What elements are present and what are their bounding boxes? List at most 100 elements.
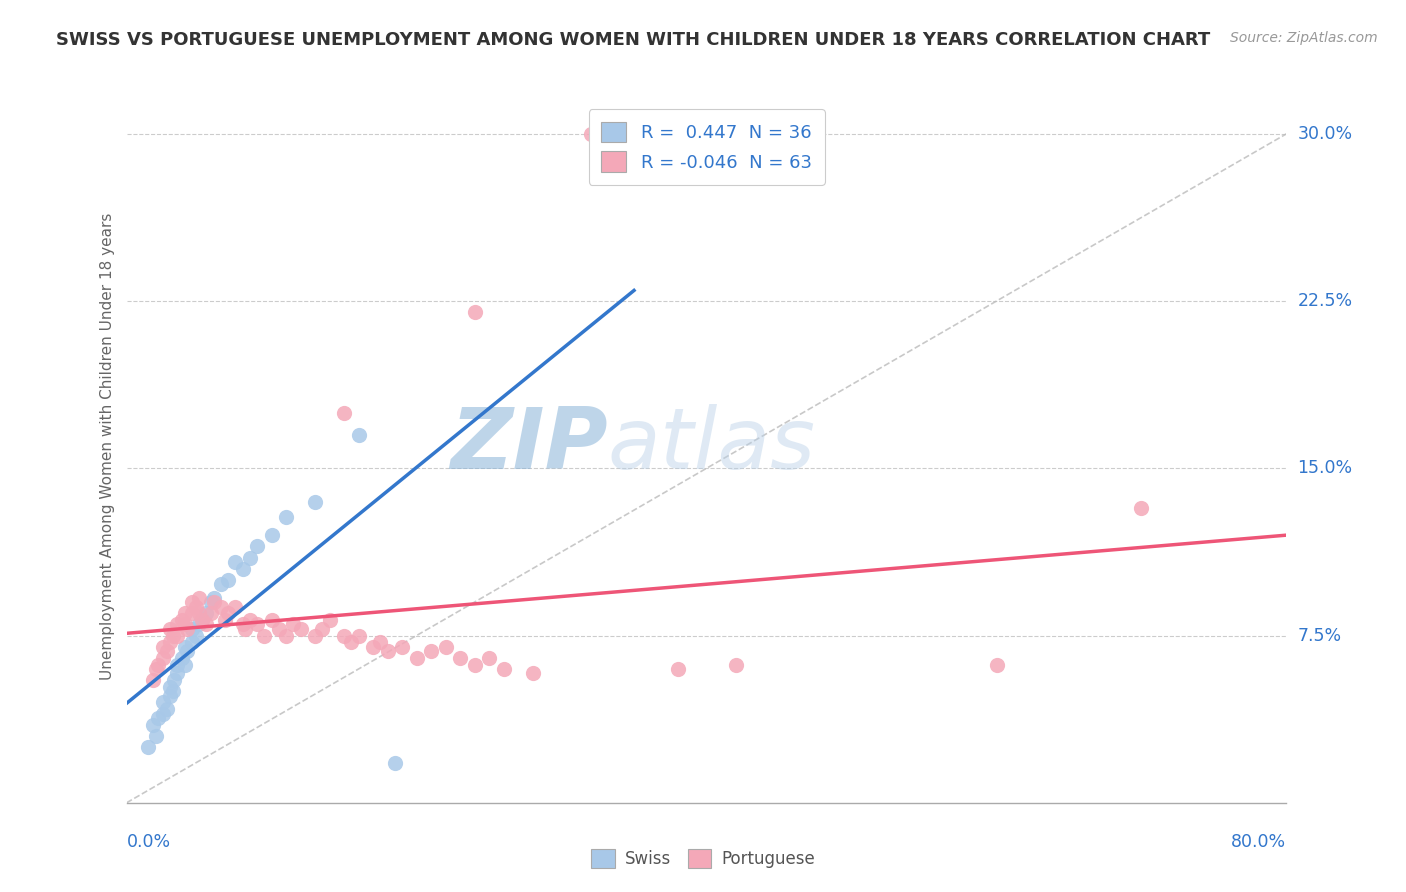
Point: [235, 622, 257, 636]
Point: [152, 640, 174, 654]
Point: [347, 427, 370, 442]
Point: [304, 494, 326, 508]
Point: [217, 573, 239, 587]
Point: [186, 599, 208, 614]
Point: [152, 651, 174, 665]
Point: [214, 613, 236, 627]
Point: [142, 673, 165, 687]
Legend: Swiss, Portuguese: Swiss, Portuguese: [585, 842, 821, 875]
Point: [159, 689, 181, 703]
Point: [405, 651, 427, 665]
Point: [166, 617, 188, 632]
Point: [522, 666, 544, 681]
Point: [173, 640, 195, 654]
Point: [724, 657, 747, 672]
Point: [283, 617, 305, 632]
Point: [347, 628, 370, 642]
Point: [202, 591, 225, 605]
Point: [170, 651, 193, 665]
Point: [142, 717, 165, 731]
Point: [180, 622, 202, 636]
Point: [384, 756, 406, 770]
Point: [159, 622, 181, 636]
Point: [377, 644, 399, 658]
Point: [191, 613, 214, 627]
Y-axis label: Unemployment Among Women with Children Under 18 years: Unemployment Among Women with Children U…: [100, 212, 115, 680]
Point: [180, 607, 202, 621]
Text: Source: ZipAtlas.com: Source: ZipAtlas.com: [1230, 31, 1378, 45]
Point: [156, 644, 179, 658]
Point: [311, 622, 333, 636]
Point: [267, 622, 290, 636]
Point: [166, 657, 188, 672]
Point: [188, 607, 211, 621]
Point: [666, 662, 689, 676]
Point: [209, 577, 232, 591]
Point: [176, 622, 198, 636]
Point: [173, 617, 195, 632]
Point: [1130, 501, 1153, 516]
Point: [159, 635, 181, 649]
Point: [253, 628, 276, 642]
Point: [145, 662, 167, 676]
Text: SWISS VS PORTUGUESE UNEMPLOYMENT AMONG WOMEN WITH CHILDREN UNDER 18 YEARS CORREL: SWISS VS PORTUGUESE UNEMPLOYMENT AMONG W…: [56, 31, 1211, 49]
Point: [152, 706, 174, 721]
Text: atlas: atlas: [607, 404, 815, 488]
Point: [200, 607, 222, 621]
Point: [420, 644, 443, 658]
Point: [156, 702, 179, 716]
Text: 30.0%: 30.0%: [1298, 125, 1353, 143]
Point: [274, 628, 297, 642]
Point: [180, 635, 202, 649]
Point: [202, 595, 225, 609]
Point: [333, 405, 356, 419]
Point: [217, 607, 239, 621]
Text: 0.0%: 0.0%: [127, 833, 170, 851]
Point: [186, 628, 208, 642]
Point: [176, 644, 198, 658]
Point: [340, 635, 363, 649]
Point: [239, 550, 262, 565]
Point: [391, 640, 413, 654]
Point: [209, 599, 232, 614]
Point: [173, 657, 195, 672]
Point: [246, 617, 269, 632]
Point: [361, 640, 384, 654]
Point: [368, 635, 391, 649]
Point: [166, 666, 188, 681]
Point: [478, 651, 501, 665]
Point: [200, 595, 222, 609]
Point: [195, 607, 218, 621]
Point: [188, 617, 211, 632]
Point: [162, 684, 184, 698]
Point: [231, 562, 254, 576]
Point: [188, 591, 211, 605]
Point: [274, 510, 297, 524]
Text: 80.0%: 80.0%: [1232, 833, 1286, 851]
Point: [162, 628, 184, 642]
Point: [159, 680, 181, 694]
Point: [191, 613, 214, 627]
Point: [170, 613, 193, 627]
Point: [136, 740, 159, 755]
Point: [224, 599, 246, 614]
Legend: R =  0.447  N = 36, R = -0.046  N = 63: R = 0.447 N = 36, R = -0.046 N = 63: [589, 109, 824, 185]
Point: [260, 528, 283, 542]
Point: [195, 617, 218, 632]
Point: [152, 696, 174, 710]
Point: [492, 662, 515, 676]
Point: [180, 595, 202, 609]
Point: [224, 555, 246, 569]
Point: [434, 640, 457, 654]
Point: [986, 657, 1008, 672]
Point: [449, 651, 471, 665]
Point: [231, 617, 254, 632]
Point: [145, 729, 167, 743]
Point: [304, 628, 326, 642]
Text: 15.0%: 15.0%: [1298, 459, 1353, 477]
Point: [290, 622, 312, 636]
Point: [148, 711, 170, 725]
Text: ZIP: ZIP: [450, 404, 607, 488]
Point: [166, 628, 188, 642]
Point: [579, 127, 602, 141]
